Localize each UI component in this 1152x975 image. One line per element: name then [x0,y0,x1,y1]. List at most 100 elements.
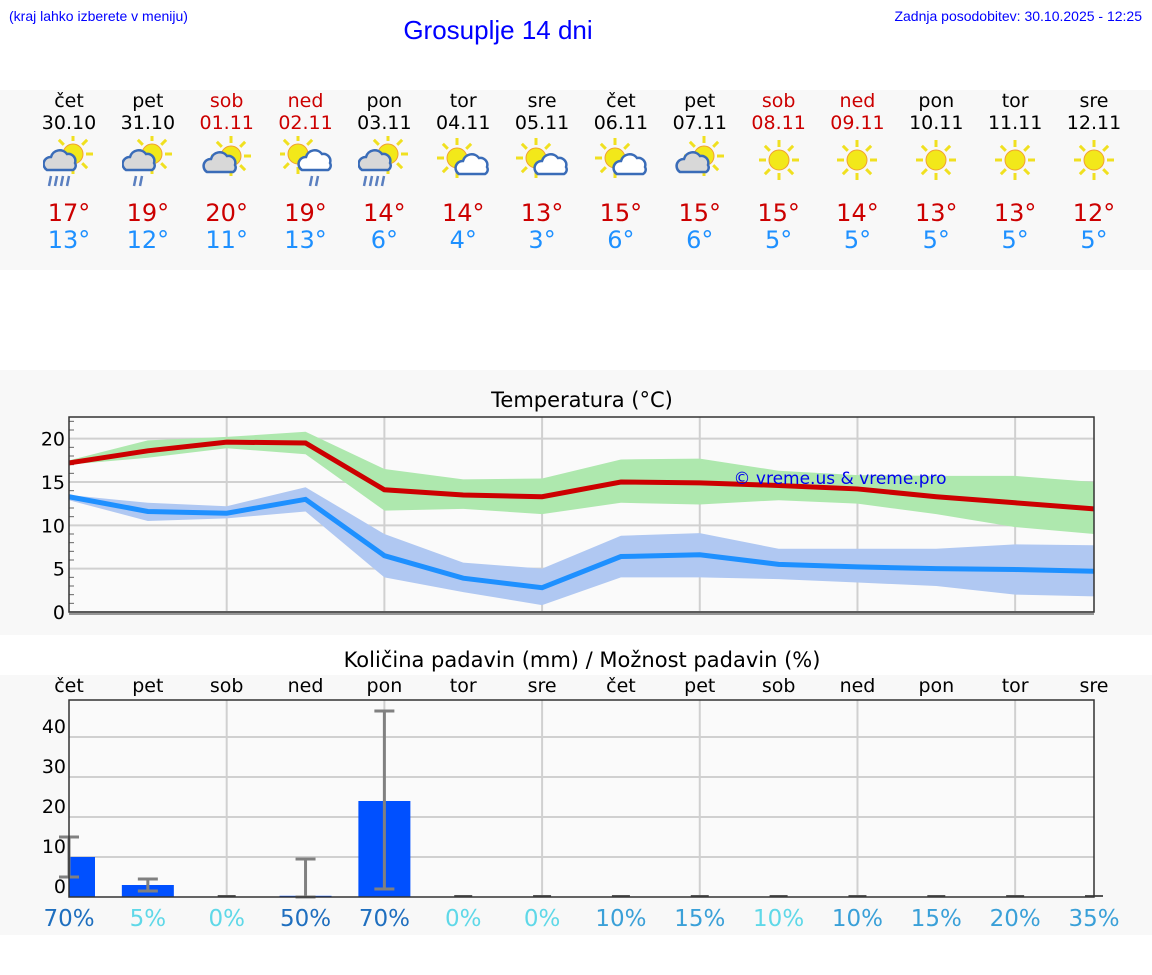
x-category-label: pon [918,675,954,697]
plot-border [68,416,1095,613]
max-temp: 19° [126,199,170,227]
min-temp: 5° [1080,226,1108,254]
max-temp: 12° [1072,199,1116,227]
day-date: 11.11 [987,112,1043,134]
y-tick-label: 40 [42,716,66,738]
day-name: pon [918,90,955,112]
day-name: ned [839,90,876,112]
precip-probability: 15% [674,906,725,932]
precip-probability: 5% [130,906,167,932]
min-temp: 5° [843,226,872,254]
min-temp-range-band [69,487,1094,606]
x-category-label: ned [288,675,324,697]
day-date: 08.11 [751,112,806,134]
max-temp: 13° [915,199,958,227]
day-name: čet [606,90,636,112]
day-date: 07.11 [672,112,727,134]
x-category-label: ned [840,675,876,697]
page-title: Grosuplje 14 dni [403,15,593,45]
precip-probability: 0% [524,906,561,932]
max-temp: 14° [363,199,406,227]
sun-grey-cloud-icon [675,136,724,176]
x-category-label: sre [1080,675,1109,697]
sun-icon [916,140,957,180]
max-temp-line [68,439,1095,512]
y-tick-label: 15 [41,472,65,494]
max-temp: 15° [757,199,800,227]
y-tick-label: 30 [42,756,66,778]
min-temp: 4° [449,226,477,254]
precip-probability: 35% [1068,906,1119,932]
day-date: 10.11 [909,112,964,134]
x-category-label: sre [528,675,557,697]
x-category-label: sob [762,675,796,697]
min-temp: 6° [607,226,635,254]
temperature-chart-title: Temperatura (°C) [491,388,673,412]
x-category-label: pet [132,675,163,697]
precipitation-chart: čet pet sob ned pon tor sre čet pet sob ned pon tor s… [42,675,1120,932]
y-tick-label: 10 [42,836,66,858]
x-category-label: sob [210,675,244,697]
day-name: sob [209,90,244,112]
y-tick-label: 10 [41,515,65,537]
day-name: pon [366,90,403,112]
max-temp: 14° [441,199,485,227]
y-tick-label: 20 [41,429,65,451]
day-date: 31.10 [120,112,176,134]
sun-small-cloud-icon [516,138,568,178]
precip-probability: 70% [359,906,410,932]
x-category-label: čet [54,675,84,697]
x-category-label: čet [606,675,636,697]
precip-probability: 50% [280,906,331,932]
x-category-label: pon [367,675,403,697]
precip-probability: 0% [208,906,245,932]
sun-cloud-light-rain-icon [121,136,172,187]
day-name: sre [1079,90,1109,112]
y-tick-label: 20 [42,796,66,818]
day-date: 04.11 [436,112,491,134]
min-temp: 5° [1001,226,1029,254]
y-tick-label: 0 [53,602,65,624]
day-date: 05.11 [514,112,570,134]
max-temp: 13° [993,199,1037,227]
day-date: 06.11 [593,112,649,134]
min-temp: 5° [922,226,950,254]
sun-small-cloud-icon [594,138,647,178]
day-name: sre [527,90,557,112]
precip-probability: 20% [990,906,1041,932]
precip-probability: 0% [445,906,482,932]
sun-grey-cloud-icon [202,136,251,176]
sun-cloud-heavy-rain-icon [43,136,93,187]
sun-icon [995,140,1036,180]
max-temp: 19° [284,199,327,227]
day-date: 09.11 [830,112,885,134]
min-temp: 13° [284,226,327,254]
min-temp: 5° [764,226,793,254]
x-category-label: tor [450,675,477,697]
max-temp: 17° [47,199,91,227]
max-temp: 15° [599,199,643,227]
precipitation-chart-title: Količina padavin (mm) / Možnost padavin … [343,648,821,672]
day-date: 01.11 [199,112,254,134]
min-temp: 12° [126,226,170,254]
precip-probability: 10% [595,906,646,932]
day-name: sob [761,90,796,112]
watermark: © vreme.us & vreme.pro [733,469,946,489]
min-temp-line [68,494,1095,591]
sun-small-cloud-icon [437,138,490,178]
max-temp: 14° [836,199,879,227]
plot-area [69,700,1094,897]
temperature-chart: 0 5 10 15 20 © vreme.us & vreme.pro [41,416,1095,624]
max-temp: 20° [205,199,248,227]
y-tick-label: 5 [53,559,65,581]
x-category-label: tor [1002,675,1029,697]
sun-cloud-heavy-rain-icon [358,136,409,187]
day-name: tor [1001,90,1029,112]
max-temp: 15° [678,199,722,227]
day-name: čet [54,90,84,112]
precip-probability: 15% [911,906,962,932]
precip-probability: 10% [832,906,883,932]
day-date: 02.11 [278,112,333,134]
precip-probability: 70% [43,906,94,932]
max-temp: 13° [520,199,564,227]
